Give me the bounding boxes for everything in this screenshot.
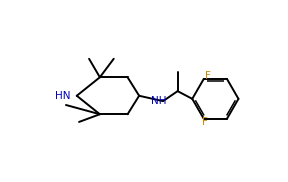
Text: F: F [205,71,211,81]
Text: HN: HN [55,91,71,101]
Text: F: F [202,117,208,127]
Text: NH: NH [151,96,166,106]
